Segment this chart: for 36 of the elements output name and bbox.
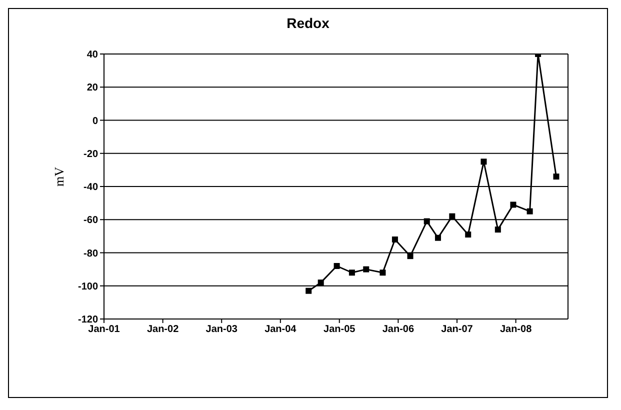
point xyxy=(363,266,370,272)
x-tick-label: Jan-03 xyxy=(206,324,238,336)
x-tick-label: Jan-01 xyxy=(88,324,120,336)
point xyxy=(407,253,414,260)
point xyxy=(318,280,324,286)
point xyxy=(306,288,312,294)
x-tick-label: Jan-02 xyxy=(146,324,180,336)
y-tick-label: -40 xyxy=(84,182,98,194)
y-tick-label: 20 xyxy=(86,82,98,94)
y-tick-label: -100 xyxy=(78,281,98,292)
x-tick-label: Jan-04 xyxy=(264,324,297,336)
point xyxy=(380,270,386,276)
x-tick-label: Jan-07 xyxy=(441,324,474,336)
point xyxy=(449,213,456,220)
point xyxy=(494,226,501,233)
y-tick-label: 40 xyxy=(86,50,98,61)
y-tick-label: -80 xyxy=(84,248,98,260)
y-tick-label: -60 xyxy=(84,215,98,226)
point xyxy=(434,234,441,241)
point xyxy=(424,218,430,224)
x-tick-label: Jan-05 xyxy=(324,324,356,336)
point xyxy=(465,232,472,238)
point xyxy=(480,158,487,165)
x-tick-label: Jan-08 xyxy=(500,324,532,336)
point xyxy=(553,174,560,180)
y-tick-label: -120 xyxy=(78,314,98,326)
y-axis-title: mV xyxy=(52,166,67,186)
y-tick-label: 0 xyxy=(92,116,98,127)
chart-title: Redox xyxy=(286,15,330,31)
point xyxy=(348,270,355,276)
y-tick-label: -20 xyxy=(84,148,98,160)
point xyxy=(526,208,533,214)
point xyxy=(334,263,340,269)
x-tick-label: Jan-06 xyxy=(382,324,414,336)
point xyxy=(510,202,516,208)
point xyxy=(392,236,398,242)
